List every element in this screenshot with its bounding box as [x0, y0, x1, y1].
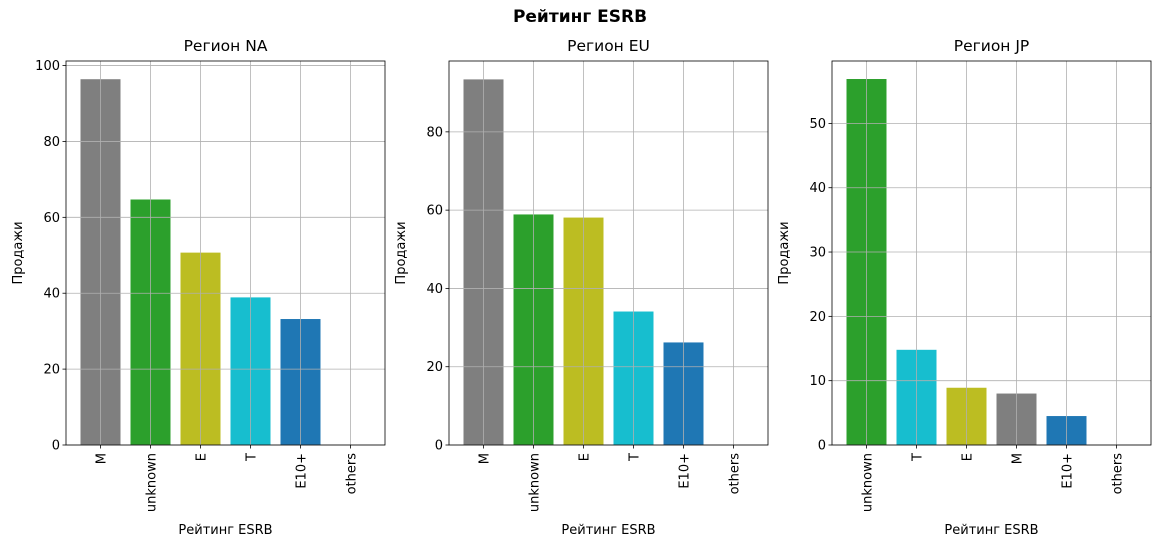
x-tick-label: E: [961, 453, 976, 461]
y-tick-label: 0: [435, 439, 443, 454]
chart-panel-1: 0 20 40 60 80 100 M unknown E T E10+ others Регион N…: [11, 37, 386, 538]
y-axis-label: Продажи: [11, 221, 26, 284]
y-tick-label: 50: [809, 117, 826, 132]
axes-frame: [448, 60, 769, 446]
x-tick-label: E10+: [295, 453, 310, 489]
y-tick-label: 10: [809, 374, 826, 389]
chart-panel-3: 0 10 20 30 40 50 unknown T E M E10+ others Регион JP…: [777, 37, 1152, 538]
chart-panel-2: 0 20 40 60 80 M unknown E T E10+ others Регион EU Ре…: [394, 37, 769, 538]
x-tick-label: M: [1011, 453, 1026, 464]
x-tick-label: others: [728, 453, 743, 495]
x-tick-label: T: [911, 453, 926, 462]
x-axis-label: Рейтинг ESRB: [178, 523, 272, 538]
x-tick-label: E: [578, 453, 593, 461]
x-tick-label: unknown: [861, 453, 876, 512]
x-tick-label: unknown: [528, 453, 543, 512]
y-tick-label: 100: [35, 59, 60, 74]
x-tick-label: T: [628, 453, 643, 462]
axes-frame: [831, 60, 1152, 446]
x-tick-label: E: [195, 453, 210, 461]
x-tick-label: M: [95, 453, 110, 464]
y-tick-label: 80: [426, 125, 443, 140]
y-tick-label: 40: [43, 287, 60, 302]
y-tick-label: 0: [52, 439, 60, 454]
figure-title: Рейтинг ESRB: [512, 7, 648, 27]
panel-title: Регион NA: [184, 37, 268, 55]
y-axis-label: Продажи: [777, 221, 792, 284]
y-tick-label: 0: [818, 439, 826, 454]
axes-frame: [65, 60, 386, 446]
x-tick-label: unknown: [145, 453, 160, 512]
x-tick-label: M: [478, 453, 493, 464]
y-tick-label: 40: [426, 282, 443, 297]
y-tick-label: 20: [809, 310, 826, 325]
x-axis-label: Рейтинг ESRB: [561, 523, 655, 538]
y-tick-label: 60: [426, 204, 443, 219]
y-tick-label: 80: [43, 135, 60, 150]
panel-title: Регион EU: [567, 37, 650, 55]
x-tick-label: E10+: [1061, 453, 1076, 489]
panel-title: Регион JP: [954, 37, 1030, 55]
y-tick-label: 20: [43, 363, 60, 378]
x-tick-label: others: [345, 453, 360, 495]
x-tick-label: others: [1111, 453, 1126, 495]
x-tick-label: E10+: [678, 453, 693, 489]
y-axis-label: Продажи: [394, 221, 409, 284]
y-tick-label: 30: [809, 246, 826, 261]
y-tick-label: 60: [43, 211, 60, 226]
y-tick-label: 40: [809, 181, 826, 196]
x-axis-label: Рейтинг ESRB: [944, 523, 1038, 538]
x-tick-label: T: [245, 453, 260, 462]
y-tick-label: 20: [426, 360, 443, 375]
